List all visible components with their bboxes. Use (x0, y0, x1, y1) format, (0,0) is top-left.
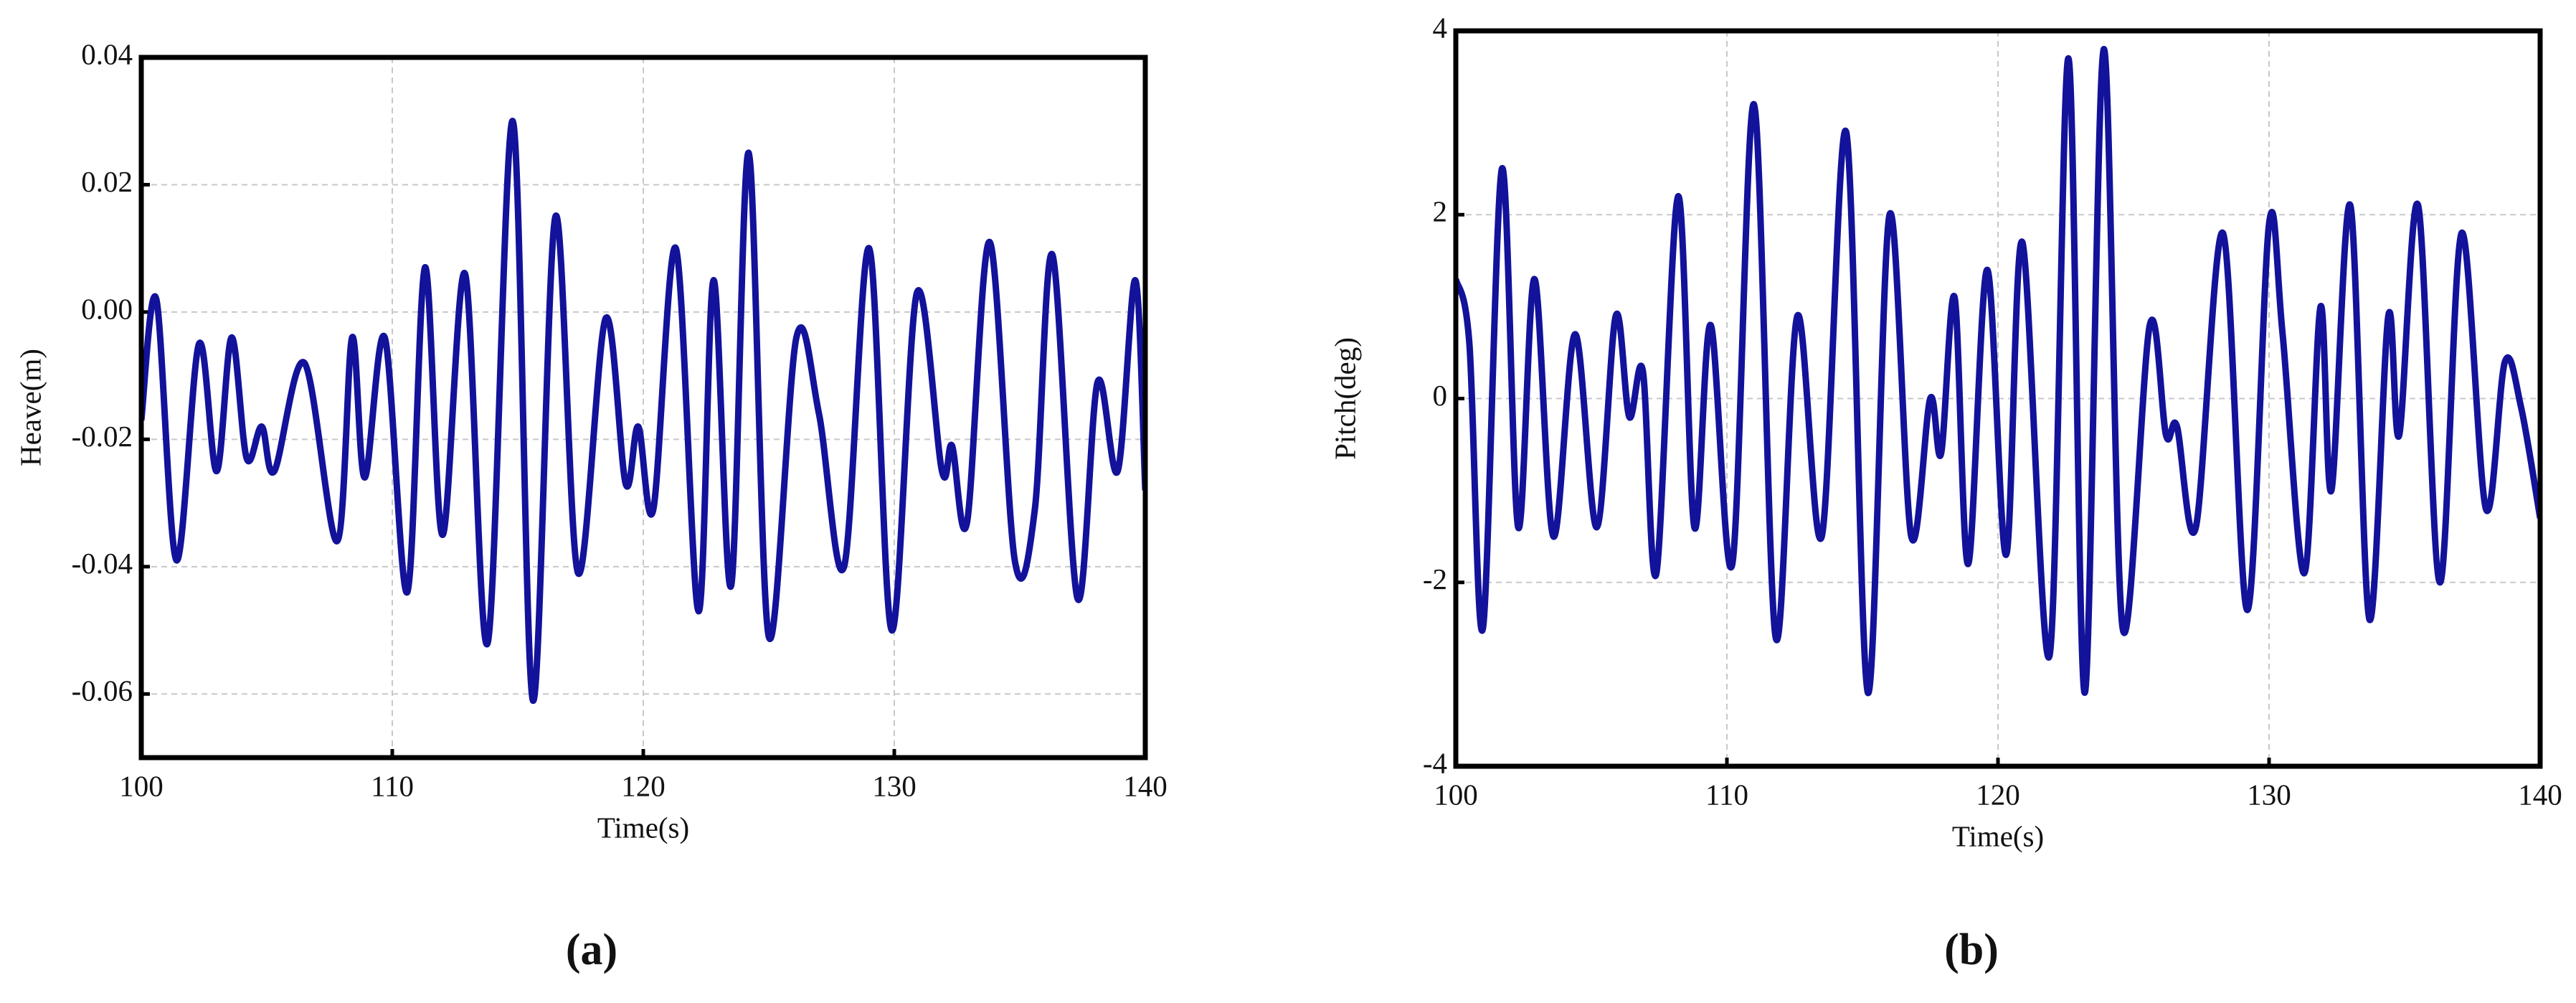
x-tick-label: 140 (1123, 769, 1168, 802)
x-tick-label: 100 (1434, 778, 1478, 811)
caption: (b) (1944, 926, 1999, 974)
x-tick-label: 120 (1976, 778, 2020, 811)
plot-frame (1453, 28, 2543, 769)
data-line (141, 118, 1145, 704)
x-tick-label: 130 (872, 769, 917, 802)
x-tick-label: 130 (2247, 778, 2291, 811)
y-tick-label: 0.00 (81, 292, 133, 325)
y-tick-label: -0.02 (72, 420, 133, 453)
x-tick-label: 110 (371, 769, 414, 802)
y-tick-label: -0.04 (72, 547, 133, 580)
data-line (1456, 46, 2540, 697)
x-tick-label: 110 (1705, 778, 1748, 811)
y-tick-label: 0.04 (81, 37, 133, 70)
x-axis-label: Time(s) (597, 811, 689, 844)
y-axis-label: Pitch(deg) (1328, 337, 1361, 460)
y-axis-label: Heave(m) (14, 349, 47, 466)
x-tick-label: 120 (621, 769, 666, 802)
plot-frame (138, 55, 1148, 761)
x-tick-label: 100 (119, 769, 164, 802)
x-axis-label: Time(s) (1952, 819, 2044, 852)
x-tick-label: 140 (2518, 778, 2562, 811)
y-tick-label: -0.06 (72, 674, 133, 707)
y-tick-label: 4 (1433, 11, 1448, 44)
y-tick-label: 2 (1433, 195, 1448, 228)
caption: (a) (566, 926, 617, 974)
y-tick-label: 0 (1433, 379, 1448, 412)
y-tick-label: -4 (1423, 746, 1447, 779)
y-tick-label: 0.02 (81, 165, 133, 198)
y-tick-label: -2 (1423, 562, 1447, 595)
